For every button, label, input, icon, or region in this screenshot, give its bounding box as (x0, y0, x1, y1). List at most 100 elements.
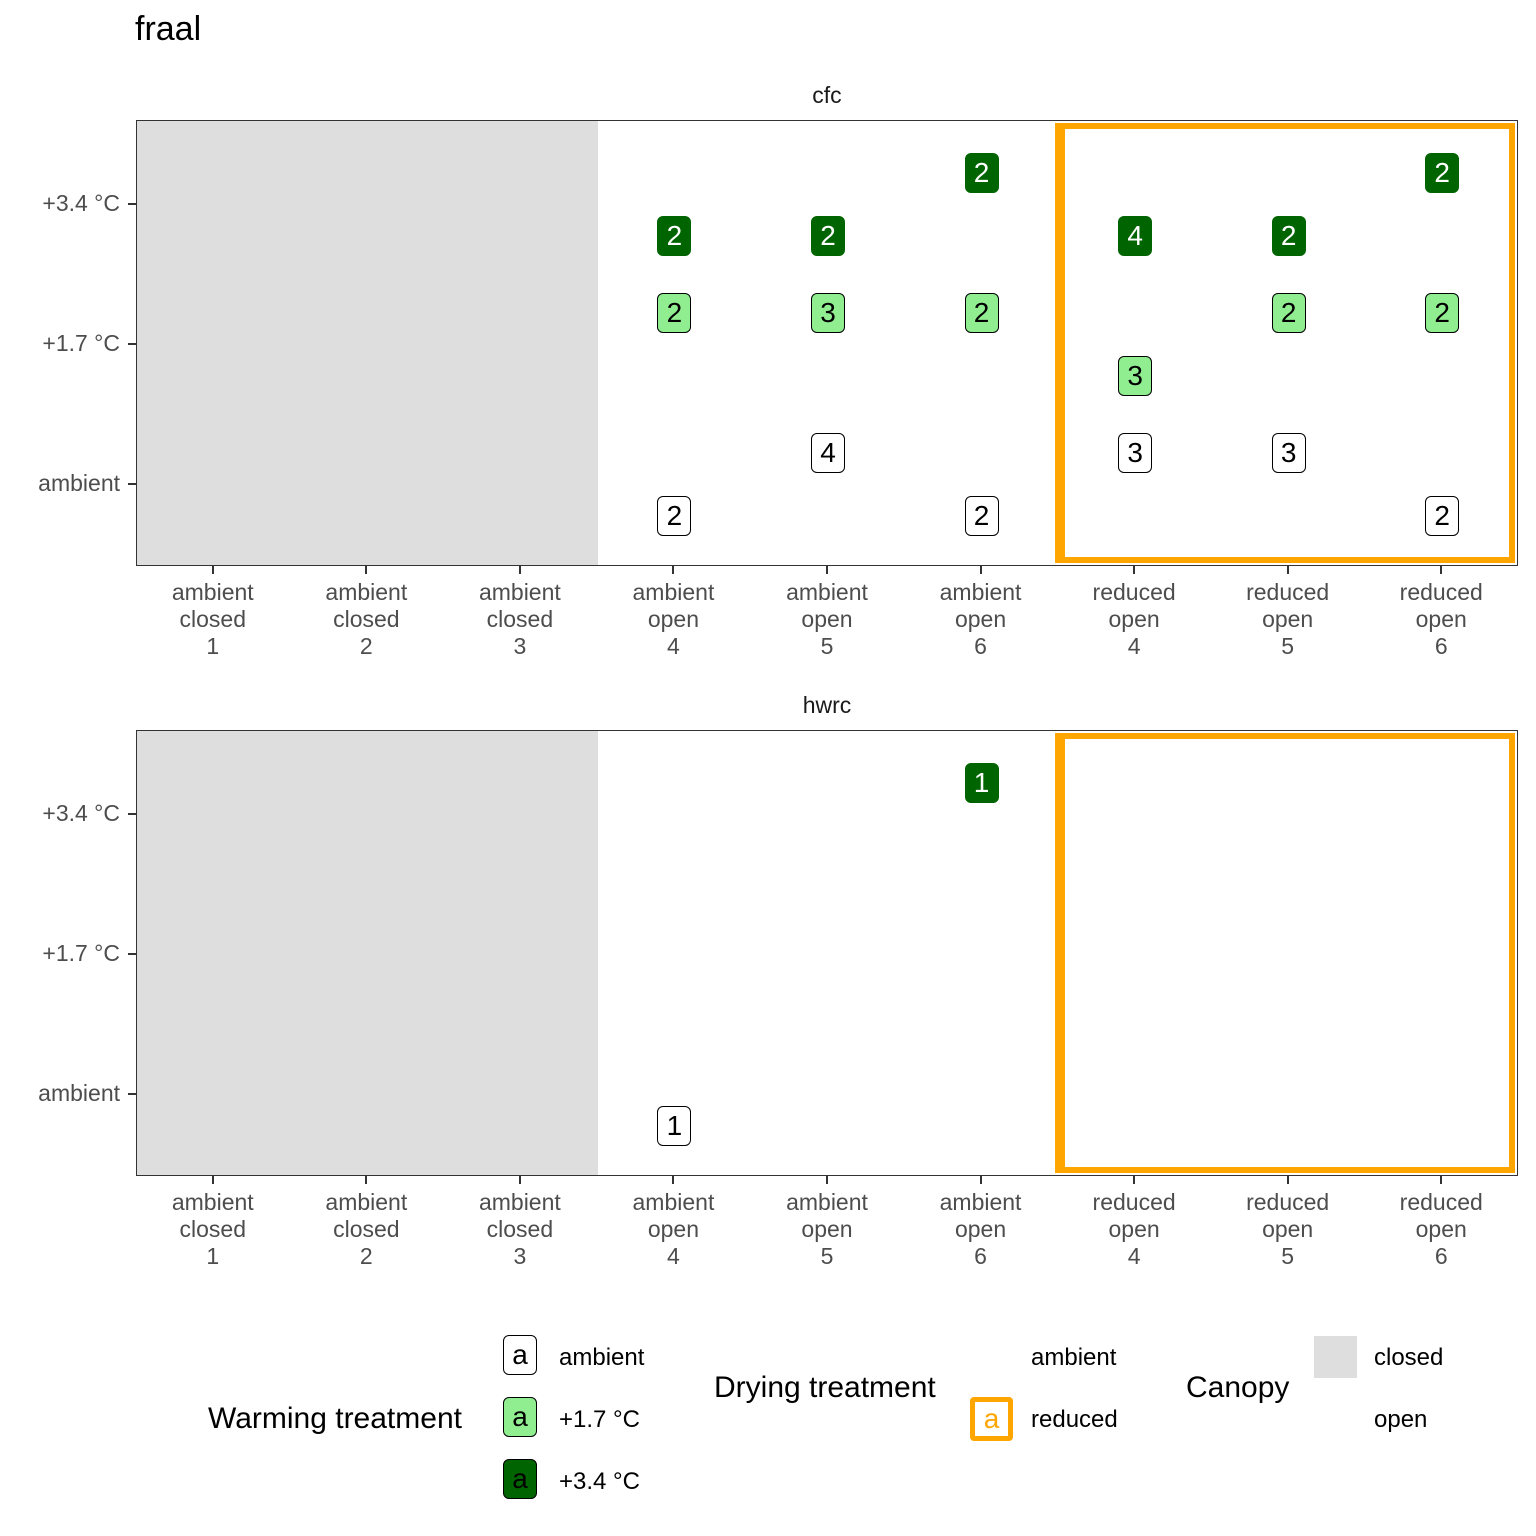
x-tick-line: open (1108, 1216, 1160, 1242)
x-tick-mark (365, 566, 368, 574)
legend-label: open (1374, 1406, 1428, 1433)
x-tick-line: reduced (1399, 1189, 1483, 1215)
count-label: 2 (1425, 293, 1460, 334)
x-tick-line: ambient (786, 1189, 868, 1215)
legend-label: ambient (559, 1344, 645, 1371)
x-tick-line: reduced (1092, 579, 1176, 605)
x-tick-line: 5 (1281, 633, 1295, 659)
x-tick-line: ambient (478, 579, 561, 605)
count-label: 3 (1118, 433, 1153, 474)
x-tick-line: reduced (1092, 1189, 1176, 1215)
x-tick-line: ambient (632, 579, 715, 605)
x-tick-label: ambient open 5 (757, 579, 897, 660)
x-tick-mark (211, 1176, 214, 1184)
x-tick-line: open (1415, 606, 1467, 632)
x-tick-mark (211, 566, 214, 574)
x-tick-line: 5 (820, 1243, 834, 1269)
x-tick-line: 6 (974, 1243, 987, 1269)
legend-key-ambient: a (503, 1335, 537, 1375)
x-tick-mark (1133, 566, 1136, 574)
x-tick-line: 3 (513, 1243, 527, 1269)
x-tick-mark (1440, 1176, 1443, 1184)
y-tick-label: +1.7 °C (42, 329, 120, 356)
x-tick-label: ambient open 6 (911, 579, 1051, 660)
x-tick-mark (1440, 566, 1443, 574)
x-tick-line: ambient (325, 1189, 408, 1215)
x-tick-label: ambient closed 3 (450, 579, 590, 660)
x-tick-label: reduced open 5 (1218, 579, 1358, 660)
count-label: 3 (1118, 356, 1153, 397)
x-tick-line: 3 (513, 633, 527, 659)
x-tick-line: 4 (1127, 1243, 1141, 1269)
x-tick-label: reduced open 6 (1371, 1189, 1511, 1270)
x-tick-line: closed (179, 1216, 246, 1242)
x-tick-line: 4 (667, 1243, 680, 1269)
legend-label: closed (1374, 1344, 1444, 1371)
x-tick-line: 5 (1281, 1243, 1295, 1269)
x-tick-line: 4 (667, 633, 680, 659)
x-tick-line: 4 (1127, 633, 1141, 659)
canopy-closed-region (137, 121, 598, 565)
y-tick-mark (128, 952, 136, 955)
x-tick-line: ambient (939, 579, 1022, 605)
y-tick-mark (128, 342, 136, 345)
legend-label: reduced (1031, 1406, 1118, 1433)
x-tick-line: open (801, 606, 853, 632)
x-tick-label: ambient closed 2 (296, 579, 436, 660)
legend-key-reduced: a (970, 1397, 1013, 1441)
x-tick-line: open (954, 1216, 1007, 1242)
count-label: 2 (811, 216, 845, 257)
x-tick-line: open (801, 1216, 853, 1242)
count-label: 2 (657, 216, 692, 257)
x-tick-label: reduced open 5 (1218, 1189, 1358, 1270)
x-tick-mark (672, 566, 675, 574)
x-tick-line: ambient (632, 1189, 715, 1215)
x-tick-line: open (647, 606, 700, 632)
count-label: 2 (1271, 216, 1306, 257)
legend-key-3-4: a (503, 1459, 537, 1499)
x-tick-line: reduced (1399, 579, 1483, 605)
legend-label: ambient (1031, 1344, 1117, 1371)
x-tick-line: 6 (1434, 633, 1448, 659)
x-tick-line: ambient (786, 579, 868, 605)
x-tick-line: 5 (820, 633, 834, 659)
panel-strip-label: cfc (812, 82, 842, 108)
plot-panel: 2 2 2 2 3 4 2 2 2 4 3 3 2 2 3 2 2 2 (136, 120, 1518, 566)
count-label: 2 (964, 153, 999, 194)
x-tick-line: closed (333, 606, 400, 632)
x-tick-label: ambient open 5 (757, 1189, 897, 1270)
x-tick-line: open (647, 1216, 700, 1242)
legend-label: +3.4 °C (559, 1468, 640, 1495)
legend-label: +1.7 °C (559, 1406, 640, 1433)
legend-warming-title: Warming treatment (208, 1402, 462, 1435)
count-label: 2 (1271, 293, 1306, 334)
x-tick-label: ambient closed 1 (143, 579, 283, 660)
count-label: 3 (811, 293, 845, 334)
x-tick-mark (1286, 566, 1289, 574)
x-tick-mark (826, 566, 828, 574)
x-tick-line: closed (486, 606, 554, 632)
x-tick-mark (826, 1176, 828, 1184)
x-tick-line: closed (333, 1216, 400, 1242)
x-tick-mark (365, 1176, 368, 1184)
x-tick-line: closed (179, 606, 246, 632)
count-label: 2 (1425, 495, 1460, 536)
chart-title: fraal (135, 10, 202, 48)
x-tick-line: closed (486, 1216, 554, 1242)
count-label: 2 (964, 293, 999, 334)
y-tick-label: +3.4 °C (42, 189, 120, 216)
x-tick-line: 2 (359, 1243, 373, 1269)
legend-drying-title: Drying treatment (714, 1371, 936, 1404)
legend-key-closed (1314, 1336, 1357, 1378)
drying-reduced-region (1055, 123, 1515, 563)
x-tick-line: ambient (478, 1189, 561, 1215)
count-label: 2 (657, 495, 692, 536)
drying-reduced-region (1055, 733, 1515, 1173)
x-tick-mark (979, 566, 982, 574)
y-tick-mark (128, 812, 136, 815)
legend-canopy-title: Canopy (1186, 1371, 1290, 1404)
count-label: 3 (1271, 433, 1306, 474)
y-tick-label: +1.7 °C (42, 939, 120, 966)
